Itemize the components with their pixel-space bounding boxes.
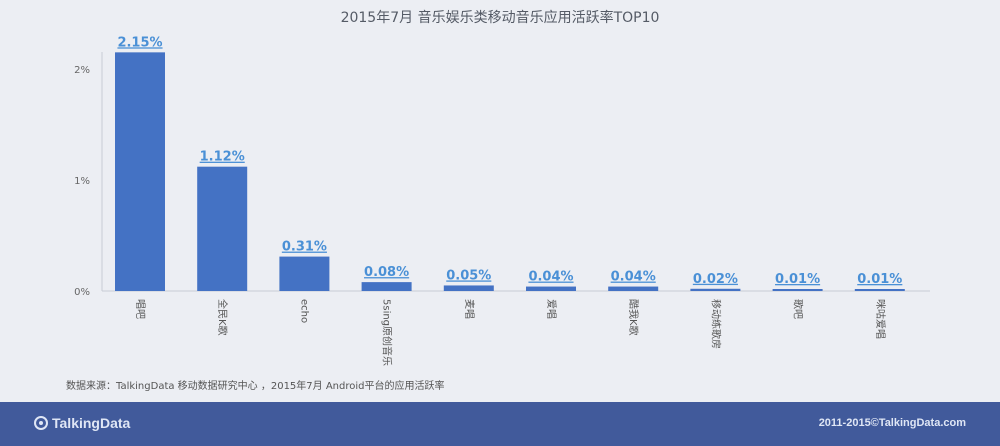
data-label: 0.02% [693, 272, 738, 287]
category-label: 咪咕爱唱 [874, 299, 887, 339]
category-label: 爱唱 [545, 299, 558, 319]
category-label: 歌吧 [792, 299, 805, 319]
category-label: 酷我K歌 [627, 299, 640, 336]
logo-text: TalkingData [52, 415, 131, 431]
data-label: 0.01% [857, 272, 902, 287]
data-label: 0.04% [611, 270, 656, 285]
bar [443, 285, 494, 291]
bar [115, 52, 165, 291]
y-tick-label: 2% [74, 65, 90, 76]
category-label: echo [298, 299, 309, 323]
y-tick-label: 0% [74, 287, 90, 298]
data-label: 1.12% [200, 150, 245, 165]
copyright-text: 2011-2015©TalkingData.com [818, 417, 966, 429]
talkingdata-logo: TalkingData [34, 415, 130, 431]
bar-chart: 2015年7月 音乐娱乐类移动音乐应用活跃率TOP10 0% 1% 2% 2.15%… [74, 9, 930, 366]
chart-title: 2015年7月 音乐娱乐类移动音乐应用活跃率TOP10 [341, 9, 660, 26]
data-label: 0.01% [775, 272, 820, 287]
category-label: 移动练歌房 [709, 299, 722, 349]
category-label: 全民K歌 [216, 299, 229, 336]
bar [361, 282, 412, 291]
data-label: 0.08% [364, 265, 409, 280]
bar [197, 166, 248, 291]
data-label: 0.05% [446, 268, 491, 283]
data-label: 0.04% [528, 270, 573, 285]
data-label: 2.15% [117, 35, 162, 50]
y-tick-label: 1% [74, 176, 90, 187]
category-label: 唱吧 [134, 299, 146, 319]
footer-bar: TalkingData 2011-2015©TalkingData.com [0, 402, 1000, 446]
bar [526, 286, 576, 291]
logo-mark-icon [34, 416, 48, 430]
bar [690, 288, 741, 291]
source-note: 数据来源：TalkingData 移动数据研究中心 ，2015年7月 Andro… [66, 381, 445, 392]
category-label: 麦唱 [463, 299, 475, 319]
bar [772, 289, 823, 291]
data-label: 0.31% [282, 240, 327, 255]
bar [608, 286, 659, 291]
bar [279, 256, 330, 291]
category-label: 5sing原创音乐 [381, 299, 394, 366]
bar [854, 289, 905, 291]
